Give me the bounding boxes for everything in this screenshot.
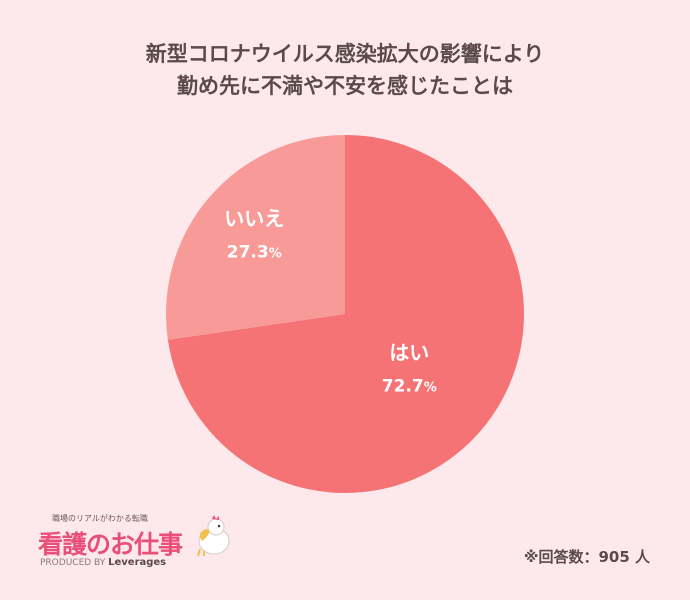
logo-name: 看護のお仕事: [38, 530, 183, 559]
pie-slice: [166, 135, 345, 340]
pie-slice: [167, 135, 524, 493]
bird-mascot-icon: [197, 515, 230, 557]
slice-category-label: いいえ: [224, 206, 284, 230]
logo-credit-prefix: PRODUCED BY: [40, 558, 106, 568]
logo-credit-brand: Leverages: [108, 557, 167, 568]
logo-credit: PRODUCED BY Leverages: [40, 557, 166, 568]
logo-tagline: 職場のリアルがわかる転職: [52, 514, 148, 523]
response-count-note: ※回答数：905 人: [523, 548, 650, 566]
slice-percent-label: 27.3%: [227, 242, 282, 262]
chart-title-line-2: 勤め先に不満や不安を感じたことは: [177, 74, 513, 98]
slice-percent-label: 72.7%: [382, 377, 437, 397]
slice-category-label: はい: [389, 341, 429, 365]
chart-title-line-1: 新型コロナウイルス感染拡大の影響により: [145, 42, 545, 66]
chart-title: 新型コロナウイルス感染拡大の影響により 勤め先に不満や不安を感じたことは: [0, 38, 690, 102]
brand-logo: 職場のリアルがわかる転職 看護のお仕事 PRODUCED BY Leverage…: [38, 513, 238, 573]
